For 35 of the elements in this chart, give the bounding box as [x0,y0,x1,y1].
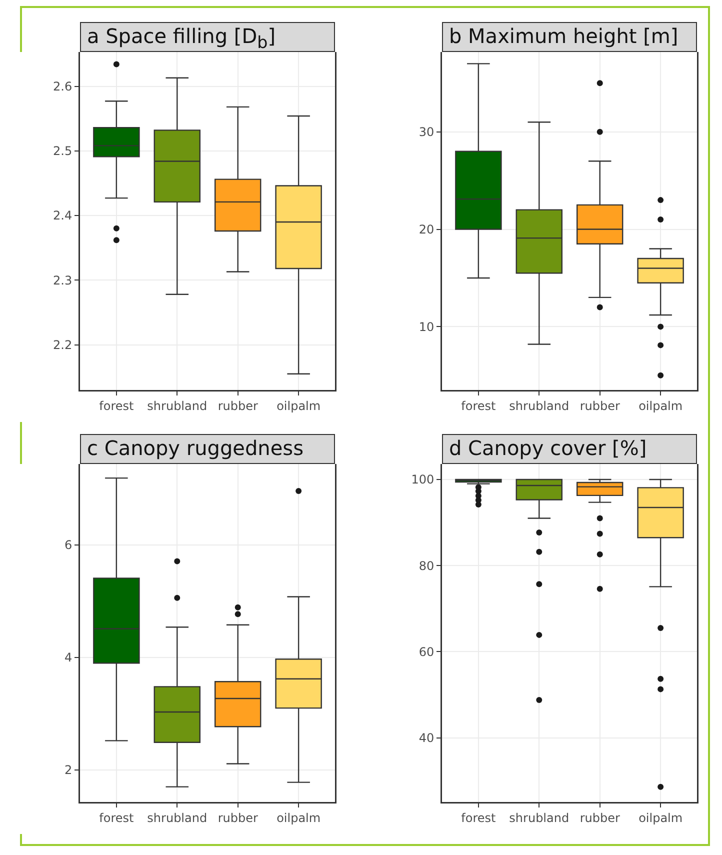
y-tick-label: 2.3 [53,273,72,288]
chart-title: b Maximum height [m] [442,22,697,52]
x-tick-label: forest [99,398,134,413]
y-tick-label: 2.5 [53,144,72,158]
x-tick-label: rubber [218,398,258,413]
y-tick-label: 60 [418,644,434,659]
x-tick-label: oilpalm [276,810,321,825]
y-tick-label: 2 [64,763,72,778]
x-tick-label: forest [461,398,496,413]
y-tick-label: 20 [418,222,434,236]
x-tick-label: oilpalm [638,398,683,413]
y-tick-label: 6 [64,538,72,552]
y-tick-label: 2.4 [53,208,72,223]
y-tick-label: 80 [418,558,434,573]
x-tick-label: oilpalm [276,398,321,413]
x-tick-label: shrubland [509,810,570,825]
x-tick-label: rubber [218,810,258,825]
y-tick-label: 4 [64,650,72,665]
chart-title: c Canopy ruggedness [80,434,335,464]
x-tick-label: shrubland [509,398,570,413]
chart-title: a Space filling [D$_{b}$] [80,22,335,52]
x-tick-label: forest [99,810,134,825]
y-tick-label: 2.2 [53,338,72,352]
y-tick-label: 10 [418,320,434,334]
x-tick-label: rubber [580,398,620,413]
y-tick-label: 100 [411,472,434,487]
x-tick-label: oilpalm [638,810,683,825]
y-tick-label: 30 [418,125,434,140]
x-tick-label: rubber [580,810,620,825]
chart-title: d Canopy cover [%] [442,434,697,464]
y-tick-label: 40 [418,731,434,746]
x-tick-label: forest [461,810,496,825]
y-tick-label: 2.6 [53,79,72,94]
x-tick-label: shrubland [147,398,208,413]
x-tick-label: shrubland [147,810,208,825]
